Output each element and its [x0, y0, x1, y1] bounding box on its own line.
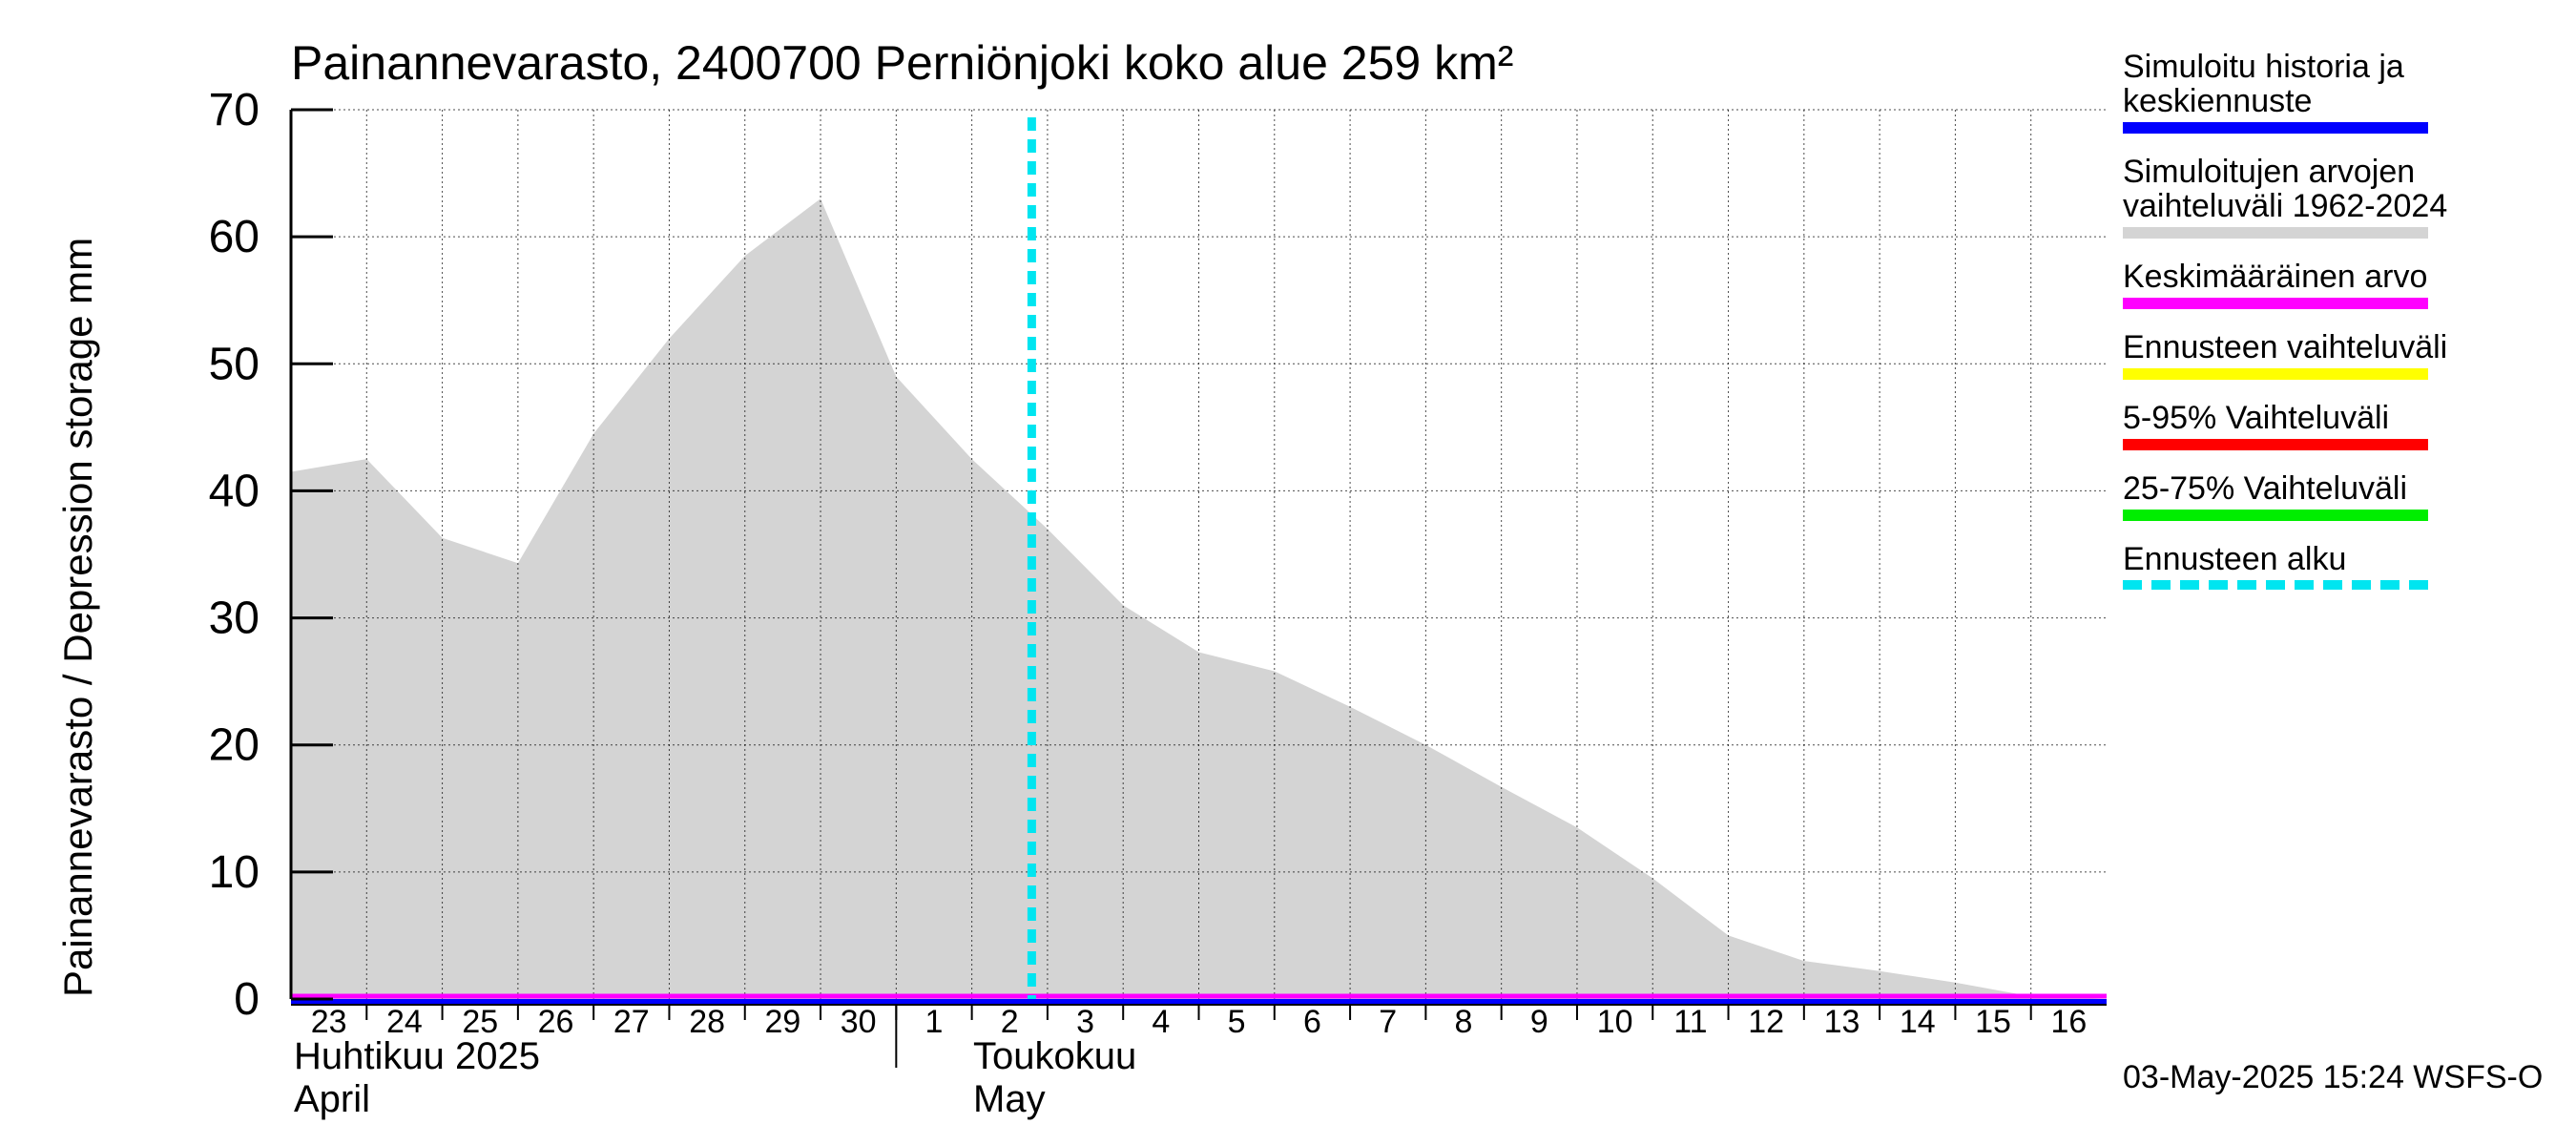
y-tick-label: 30: [209, 593, 260, 644]
legend-item-history: Simuloitu historia ja keskiennuste: [2123, 50, 2562, 134]
y-tick-label: 50: [209, 339, 260, 389]
y-tick-label: 10: [209, 847, 260, 898]
month-label-fi: Toukokuu: [973, 1035, 1136, 1077]
legend-item-mean: Keskimääräinen arvo: [2123, 260, 2562, 309]
legend-item-range: Simuloitujen arvojen vaihteluväli 1962-2…: [2123, 155, 2562, 239]
legend-item-forecast-range: Ennusteen vaihteluväli: [2123, 330, 2562, 380]
legend-label: Simuloitu historia ja keskiennuste: [2123, 49, 2404, 119]
x-tick-label: 11: [1673, 1004, 1707, 1040]
legend-label: Ennusteen vaihteluväli: [2123, 329, 2448, 365]
x-tick-label: 25: [462, 1004, 498, 1040]
month-label-en: May: [973, 1078, 1046, 1120]
legend-swatch: [2123, 227, 2428, 239]
x-tick-label: 3: [1076, 1004, 1094, 1040]
legend-label: 5-95% Vaihteluväli: [2123, 400, 2390, 436]
legend-label: Ennusteen alku: [2123, 541, 2347, 577]
legend-item-forecast-start: Ennusteen alku: [2123, 542, 2562, 599]
legend-item-25-75: 25-75% Vaihteluväli: [2123, 471, 2562, 521]
x-tick-label: 15: [1975, 1004, 2011, 1040]
x-tick-label: 5: [1228, 1004, 1246, 1040]
chart-title: Painannevarasto, 2400700 Perniönjoki kok…: [291, 36, 1513, 90]
timestamp: 03-May-2025 15:24 WSFS-O: [2123, 1059, 2544, 1095]
x-tick-label: 29: [764, 1004, 800, 1040]
x-tick-label: 7: [1379, 1004, 1397, 1040]
legend-label: 25-75% Vaihteluväli: [2123, 470, 2407, 507]
month-label-en: April: [294, 1078, 370, 1120]
x-tick-label: 12: [1748, 1004, 1784, 1040]
x-tick-label: 9: [1530, 1004, 1548, 1040]
x-tick-label: 30: [841, 1004, 877, 1040]
y-tick-label: 20: [209, 720, 260, 771]
y-tick-label: 0: [234, 974, 260, 1025]
x-tick-label: 27: [613, 1004, 650, 1040]
x-tick-label: 6: [1303, 1004, 1321, 1040]
x-tick-label: 16: [2050, 1004, 2087, 1040]
legend-label: Simuloitujen arvojen vaihteluväli 1962-2…: [2123, 154, 2448, 224]
month-label-fi: Huhtikuu 2025: [294, 1035, 540, 1077]
x-tick-label: 1: [925, 1004, 944, 1040]
y-tick-label: 60: [209, 212, 260, 262]
x-tick-label: 10: [1597, 1004, 1633, 1040]
y-tick-label: 40: [209, 466, 260, 516]
legend-item-5-95: 5-95% Vaihteluväli: [2123, 401, 2562, 450]
x-tick-label: 2: [1001, 1004, 1019, 1040]
range-band: [291, 198, 2107, 999]
legend-swatch: [2123, 368, 2428, 380]
legend-label: Keskimääräinen arvo: [2123, 259, 2428, 295]
legend-swatch: [2123, 439, 2428, 450]
x-tick-label: 14: [1900, 1004, 1936, 1040]
legend-swatch: [2123, 510, 2428, 521]
x-tick-label: 8: [1455, 1004, 1473, 1040]
y-tick-label: 70: [209, 85, 260, 135]
legend-swatch: [2123, 122, 2428, 134]
y-axis-label: Painannevarasto / Depression storage mm: [55, 238, 100, 997]
legend: Simuloitu historia ja keskiennuste Simul…: [2123, 50, 2562, 620]
x-tick-label: 4: [1152, 1004, 1170, 1040]
x-tick-label: 24: [386, 1004, 423, 1040]
x-tick-label: 28: [689, 1004, 725, 1040]
x-tick-label: 13: [1824, 1004, 1860, 1040]
legend-swatch: [2123, 298, 2428, 309]
legend-swatch: [2123, 580, 2428, 599]
x-tick-label: 26: [538, 1004, 574, 1040]
x-tick-label: 23: [311, 1004, 347, 1040]
